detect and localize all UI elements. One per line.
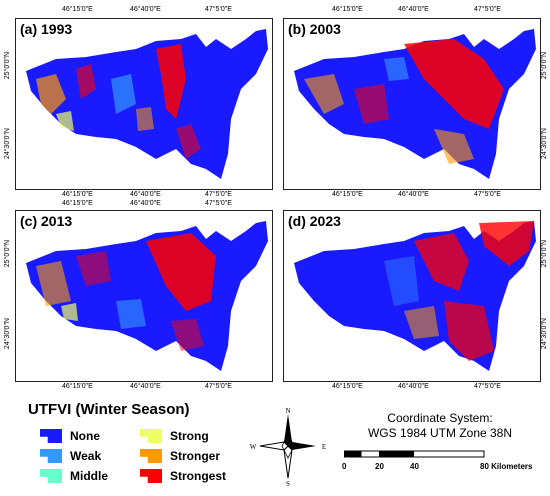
map-panel-1993: (a) 1993 bbox=[15, 18, 273, 190]
east-label: E bbox=[322, 443, 326, 451]
coord-label: 24°30'0"N bbox=[4, 128, 11, 160]
scale-label-20: 20 bbox=[375, 462, 384, 471]
coord-label: 47°5'0"E bbox=[205, 200, 232, 207]
legend-swatch bbox=[40, 469, 62, 483]
coord-label: 25°0'0"N bbox=[541, 240, 548, 268]
legend-item-strongest: Strongest bbox=[140, 468, 226, 484]
coord-label: 24°30'0"N bbox=[541, 128, 548, 160]
scale-label-40: 40 bbox=[410, 462, 419, 471]
coord-label: 46°15'0"E bbox=[332, 6, 363, 13]
south-label: S bbox=[286, 480, 290, 486]
coord-label: 46°15'0"E bbox=[62, 6, 93, 13]
panel-title: (d) 2023 bbox=[288, 213, 341, 229]
legend-label: Middle bbox=[70, 469, 108, 483]
study-area-map-2023 bbox=[294, 221, 536, 371]
coord-label: 47°5'0"E bbox=[205, 191, 232, 198]
coord-label: 24°30'0"N bbox=[4, 318, 11, 350]
coord-label: 46°15'0"E bbox=[62, 383, 93, 390]
coord-label: 47°5'0"E bbox=[205, 383, 232, 390]
coordinate-system-line2: WGS 1984 UTM Zone 38N bbox=[367, 426, 513, 440]
legend-label: Strongest bbox=[170, 469, 227, 483]
legend-label: Stronger bbox=[170, 449, 221, 463]
coord-label: 47°5'0"E bbox=[474, 191, 501, 198]
coord-label: 46°15'0"E bbox=[62, 191, 93, 198]
coord-label: 24°30'0"N bbox=[541, 318, 548, 350]
legend-label: None bbox=[70, 429, 100, 443]
panel-title: (b) 2003 bbox=[288, 21, 341, 37]
north-label: N bbox=[285, 407, 290, 415]
coordinate-system-text: Coordinate System: WGS 1984 UTM Zone 38N bbox=[340, 411, 540, 441]
legend-item-weak: Weak bbox=[40, 448, 101, 464]
legend-swatch bbox=[140, 449, 162, 463]
legend-item-strong: Strong bbox=[140, 428, 209, 444]
study-area-map-2003 bbox=[294, 29, 536, 179]
north-arrow-icon: N S W E bbox=[250, 407, 326, 486]
map-panel-2023: (d) 2023 bbox=[283, 210, 541, 382]
west-label: W bbox=[250, 443, 257, 451]
legend-swatch bbox=[40, 449, 62, 463]
scale-label-80: 80 Kilometers bbox=[480, 462, 533, 471]
coord-label: 47°5'0"E bbox=[474, 383, 501, 390]
coord-label: 25°0'0"N bbox=[4, 240, 11, 268]
panel-title: (a) 1993 bbox=[20, 21, 73, 37]
coord-label: 46°40'0"E bbox=[130, 6, 161, 13]
coord-label: 46°15'0"E bbox=[332, 191, 363, 198]
map-panel-2013: (c) 2013 bbox=[15, 210, 273, 382]
coord-label: 47°5'0"E bbox=[474, 6, 501, 13]
coordinate-system-line1: Coordinate System: bbox=[387, 411, 493, 425]
coord-label: 46°40'0"E bbox=[398, 191, 429, 198]
map-panel-2003: (b) 2003 bbox=[283, 18, 541, 190]
legend-item-stronger: Stronger bbox=[140, 448, 220, 464]
legend-item-none: None bbox=[40, 428, 100, 444]
coord-label: 46°40'0"E bbox=[398, 383, 429, 390]
coord-label: 25°0'0"N bbox=[541, 52, 548, 80]
coord-label: 46°40'0"E bbox=[130, 191, 161, 198]
scale-label-0: 0 bbox=[342, 462, 347, 471]
panel-title: (c) 2013 bbox=[20, 213, 73, 229]
legend-swatch bbox=[140, 469, 162, 483]
study-area-map-2013 bbox=[26, 221, 268, 371]
study-area-map-1993 bbox=[26, 29, 268, 179]
legend-swatch bbox=[40, 429, 62, 443]
coord-label: 46°40'0"E bbox=[130, 200, 161, 207]
coord-label: 46°40'0"E bbox=[398, 6, 429, 13]
legend-swatch bbox=[140, 429, 162, 443]
legend-label: Strong bbox=[170, 429, 209, 443]
coord-label: 46°15'0"E bbox=[62, 200, 93, 207]
coord-label: 46°15'0"E bbox=[332, 383, 363, 390]
coord-label: 25°0'0"N bbox=[4, 52, 11, 80]
legend-item-middle: Middle bbox=[40, 468, 108, 484]
legend-label: Weak bbox=[70, 449, 102, 463]
coord-label: 46°40'0"E bbox=[130, 383, 161, 390]
coord-label: 47°5'0"E bbox=[205, 6, 232, 13]
legend-title: UTFVI (Winter Season) bbox=[28, 401, 190, 418]
scale-bar bbox=[344, 450, 485, 458]
